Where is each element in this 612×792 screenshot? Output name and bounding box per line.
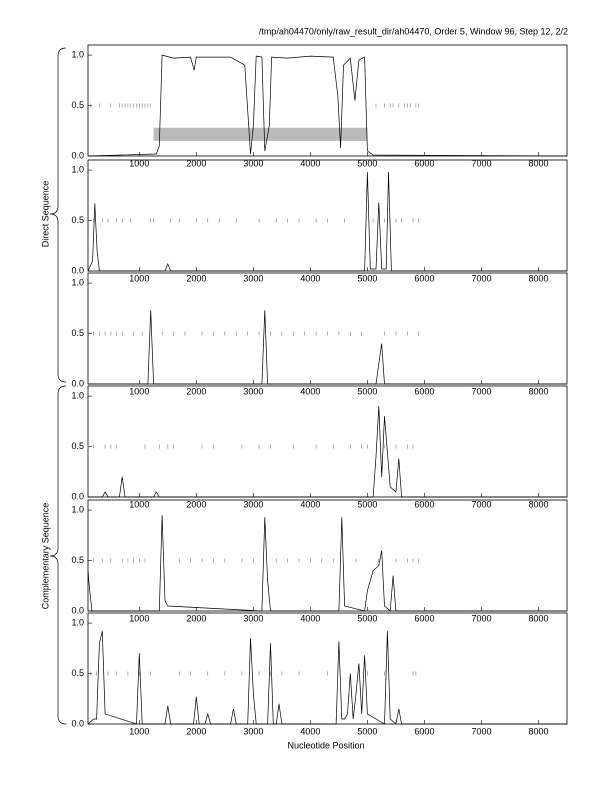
data-line bbox=[87, 54, 568, 157]
x-tick-label: 2000 bbox=[186, 273, 206, 283]
y-tick-label: 0.0 bbox=[71, 491, 84, 501]
brace bbox=[49, 385, 67, 725]
y-tick-label: 0.5 bbox=[71, 441, 84, 451]
panel-frame bbox=[87, 159, 568, 272]
y-tick-label: 1.0 bbox=[71, 164, 84, 174]
x-tick-label: 3000 bbox=[243, 273, 263, 283]
x-tick-label: 8000 bbox=[528, 613, 548, 623]
x-tick-label: 5000 bbox=[357, 273, 377, 283]
x-tick-label: 3000 bbox=[243, 726, 263, 736]
x-tick-label: 6000 bbox=[414, 613, 434, 623]
x-tick-label: 4000 bbox=[300, 273, 320, 283]
x-tick-label: 7000 bbox=[471, 499, 491, 509]
data-line bbox=[88, 310, 567, 385]
y-tick-label: 0.5 bbox=[71, 215, 84, 225]
panel-frame bbox=[87, 612, 568, 725]
x-tick-label: 8000 bbox=[528, 726, 548, 736]
x-tick-label: 7000 bbox=[471, 613, 491, 623]
chart-title: /tmp/ah04470/only/raw_result_dir/ah04470… bbox=[259, 26, 568, 36]
x-tick-label: 4000 bbox=[300, 613, 320, 623]
x-tick-label: 3000 bbox=[243, 613, 263, 623]
x-tick-label: 7000 bbox=[471, 158, 491, 168]
x-tick-label: 8000 bbox=[528, 273, 548, 283]
brace bbox=[49, 47, 67, 383]
x-tick-label: 2000 bbox=[186, 158, 206, 168]
group-label: Direct Sequence bbox=[40, 181, 50, 248]
x-tick-label: 6000 bbox=[414, 499, 434, 509]
x-tick-label: 6000 bbox=[414, 158, 434, 168]
x-tick-label: 1000 bbox=[129, 726, 149, 736]
x-tick-label: 3000 bbox=[243, 386, 263, 396]
y-tick-label: 1.0 bbox=[71, 390, 84, 400]
x-tick-label: 6000 bbox=[414, 386, 434, 396]
x-tick-label: 5000 bbox=[357, 158, 377, 168]
x-tick-label: 5000 bbox=[357, 726, 377, 736]
x-tick-label: 1000 bbox=[129, 158, 149, 168]
data-line bbox=[87, 631, 567, 725]
y-tick-label: 0.0 bbox=[71, 265, 84, 275]
y-tick-label: 1.0 bbox=[71, 277, 84, 287]
y-tick-label: 0.0 bbox=[71, 605, 84, 615]
data-line bbox=[87, 172, 567, 272]
panel-frame bbox=[87, 44, 568, 157]
x-tick-label: 5000 bbox=[357, 386, 377, 396]
x-tick-label: 2000 bbox=[186, 499, 206, 509]
y-tick-label: 1.0 bbox=[71, 504, 84, 514]
x-tick-label: 4000 bbox=[300, 158, 320, 168]
y-tick-label: 0.0 bbox=[71, 150, 84, 160]
x-tick-label: 3000 bbox=[243, 499, 263, 509]
highlight-band bbox=[153, 127, 368, 141]
y-tick-label: 1.0 bbox=[71, 49, 84, 59]
x-tick-label: 1000 bbox=[129, 273, 149, 283]
x-tick-label: 3000 bbox=[243, 158, 263, 168]
x-tick-label: 2000 bbox=[186, 613, 206, 623]
y-tick-label: 0.5 bbox=[71, 328, 84, 338]
panel-frame bbox=[87, 385, 568, 498]
x-tick-label: 6000 bbox=[414, 273, 434, 283]
y-tick-label: 1.0 bbox=[71, 617, 84, 627]
y-tick-label: 0.5 bbox=[71, 555, 84, 565]
group-label: Complementary Sequence bbox=[40, 503, 50, 610]
y-tick-label: 0.0 bbox=[71, 718, 84, 728]
y-tick-label: 0.5 bbox=[71, 668, 84, 678]
x-tick-label: 6000 bbox=[414, 726, 434, 736]
x-tick-label: 8000 bbox=[528, 386, 548, 396]
x-tick-label: 7000 bbox=[471, 273, 491, 283]
x-tick-label: 4000 bbox=[300, 499, 320, 509]
x-tick-label: 2000 bbox=[186, 386, 206, 396]
x-tick-label: 4000 bbox=[300, 726, 320, 736]
x-tick-label: 5000 bbox=[357, 613, 377, 623]
data-line bbox=[87, 515, 567, 612]
x-tick-label: 1000 bbox=[129, 499, 149, 509]
x-tick-label: 7000 bbox=[471, 386, 491, 396]
x-tick-label: 7000 bbox=[471, 726, 491, 736]
x-tick-label: 1000 bbox=[129, 613, 149, 623]
x-tick-label: 2000 bbox=[186, 726, 206, 736]
data-line bbox=[88, 406, 567, 498]
panel-frame bbox=[87, 272, 568, 385]
x-tick-label: 8000 bbox=[528, 158, 548, 168]
x-tick-label: 5000 bbox=[357, 499, 377, 509]
x-axis-label: Nucleotide Position bbox=[287, 740, 364, 750]
y-tick-label: 0.0 bbox=[71, 378, 84, 388]
x-tick-label: 4000 bbox=[300, 386, 320, 396]
x-tick-label: 1000 bbox=[129, 386, 149, 396]
x-tick-label: 8000 bbox=[528, 499, 548, 509]
y-tick-label: 0.5 bbox=[71, 100, 84, 110]
